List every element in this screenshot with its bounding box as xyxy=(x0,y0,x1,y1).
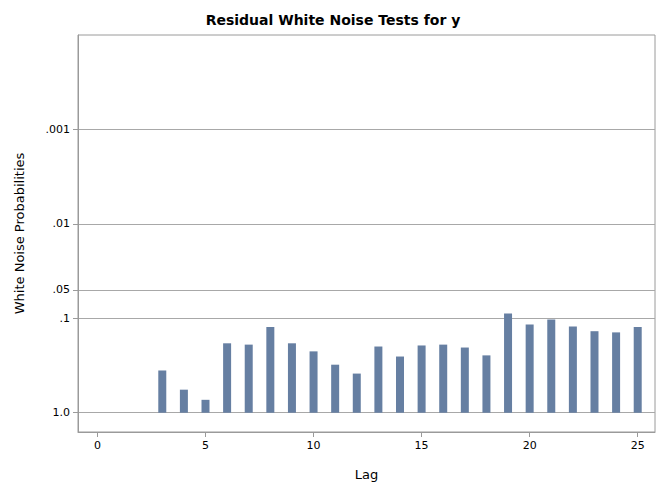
svg-text:20: 20 xyxy=(523,439,537,452)
svg-text:Lag: Lag xyxy=(355,467,378,482)
svg-text:.001: .001 xyxy=(46,123,71,136)
svg-text:1.0: 1.0 xyxy=(53,406,71,419)
svg-text:0: 0 xyxy=(94,439,101,452)
svg-text:5: 5 xyxy=(202,439,209,452)
svg-text:.05: .05 xyxy=(53,283,71,296)
svg-text:25: 25 xyxy=(631,439,645,452)
svg-text:.01: .01 xyxy=(53,217,71,230)
svg-text:15: 15 xyxy=(415,439,429,452)
svg-text:.1: .1 xyxy=(60,312,71,325)
svg-text:White Noise Probabilities: White Noise Probabilities xyxy=(12,153,27,315)
svg-text:Residual White Noise Tests for: Residual White Noise Tests for y xyxy=(206,12,461,28)
svg-text:10: 10 xyxy=(307,439,321,452)
